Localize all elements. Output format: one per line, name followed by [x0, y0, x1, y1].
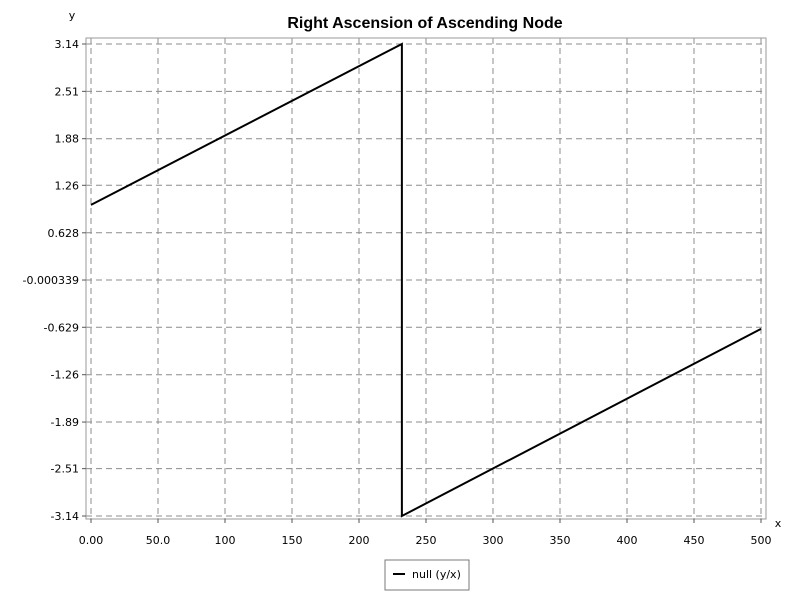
x-tick-label: 500	[751, 534, 772, 547]
x-tick-label: 0.00	[79, 534, 104, 547]
y-tick-label: -0.629	[44, 321, 79, 334]
x-tick-label: 100	[215, 534, 236, 547]
x-tick-label: 300	[483, 534, 504, 547]
y-tick-label: -0.000339	[23, 274, 79, 287]
x-tick-label: 50.0	[146, 534, 171, 547]
series-line	[90, 42, 762, 518]
x-tick-label: 400	[617, 534, 638, 547]
chart-title: Right Ascension of Ascending Node	[287, 15, 562, 32]
y-tick-label: 1.26	[55, 179, 80, 192]
y-tick-label: 0.628	[48, 227, 80, 240]
x-tick-label: 350	[550, 534, 571, 547]
x-tick-label: 200	[349, 534, 370, 547]
y-tick-label: 2.51	[55, 85, 80, 98]
x-tick-label: 450	[684, 534, 705, 547]
y-axis-label: y	[69, 9, 76, 22]
y-tick-label: -3.14	[51, 510, 79, 523]
y-tick-label: 1.88	[55, 133, 80, 146]
x-axis-label: x	[775, 517, 782, 530]
x-tick-label: 250	[416, 534, 437, 547]
grid-layer	[86, 38, 766, 519]
tick-layer: 0.00 50.0 100 150 200 250 300 350 400 450 500 3.14 2…	[23, 38, 772, 547]
legend-label: null (y/x)	[412, 568, 461, 581]
series-layer	[90, 42, 762, 518]
y-tick-label: -1.89	[51, 416, 79, 429]
legend: null (y/x)	[384, 559, 470, 591]
y-tick-label: -1.26	[51, 369, 79, 382]
x-tick-label: 150	[282, 534, 303, 547]
y-tick-label: -2.51	[51, 463, 79, 476]
y-tick-label: 3.14	[55, 38, 80, 51]
